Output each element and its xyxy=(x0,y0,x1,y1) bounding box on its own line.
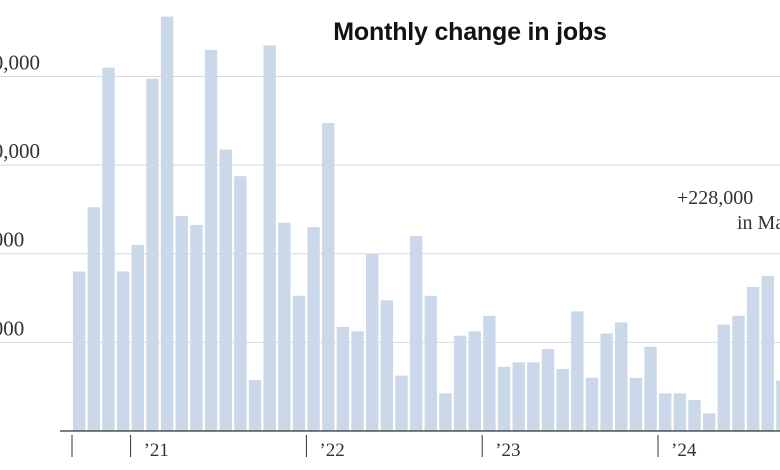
bar-2021-03 xyxy=(160,16,174,431)
bar-2021-07 xyxy=(219,149,232,432)
bar-2021-06 xyxy=(204,49,218,431)
bar-2021-09 xyxy=(248,380,262,431)
bar-2022-09 xyxy=(424,295,437,431)
x-tick-label: ’23 xyxy=(495,440,520,461)
bar-2024-01 xyxy=(659,393,672,431)
bar-2023-06 xyxy=(556,368,569,431)
annotation-line2: in March xyxy=(737,212,780,234)
annotation-line1: +228,000 xyxy=(677,187,753,209)
bar-2022-04 xyxy=(351,331,364,431)
bar-2023-04 xyxy=(527,362,540,431)
bar-2023-03 xyxy=(512,362,525,431)
bar-2024-08 xyxy=(761,275,774,431)
bar-2023-01 xyxy=(483,315,496,431)
bar-2021-05 xyxy=(190,224,203,431)
bar-2021-04 xyxy=(175,216,188,431)
gridlines xyxy=(0,75,780,343)
chart-title: Monthly change in jobs xyxy=(333,18,607,46)
annotation: +228,000 in March xyxy=(677,187,780,234)
bar-2024-09 xyxy=(776,380,780,431)
bar-2021-12 xyxy=(292,295,306,431)
bar-2023-10 xyxy=(615,322,628,431)
bar-2022-08 xyxy=(409,236,423,431)
bar-2023-05 xyxy=(541,349,555,431)
bar-2020-10 xyxy=(87,207,101,431)
bar-2021-10 xyxy=(263,45,276,431)
bar-2023-12 xyxy=(644,346,657,431)
bar-2021-08 xyxy=(234,176,247,431)
bar-2020-12 xyxy=(116,271,130,431)
bar-2021-02 xyxy=(146,78,159,431)
x-axis-ticks: ’21 ’22 ’23 ’24 xyxy=(71,435,697,461)
bar-2023-02 xyxy=(497,366,511,431)
bars xyxy=(73,16,780,432)
bar-2021-01 xyxy=(131,244,144,431)
bar-2024-06 xyxy=(732,315,745,431)
bar-2023-07 xyxy=(571,311,584,431)
bar-2023-11 xyxy=(629,377,643,431)
bar-2024-03 xyxy=(688,399,701,431)
bar-2020-09 xyxy=(73,271,86,431)
x-tick-label: ’24 xyxy=(671,440,697,461)
bar-2024-02 xyxy=(673,393,687,431)
y-tick-label: 400,000 xyxy=(0,316,24,340)
bar-2024-04 xyxy=(702,413,716,431)
y-axis-labels: 400,000 800,000 1,200,000 1,600,000 xyxy=(0,50,40,340)
x-tick-label: ’22 xyxy=(319,440,344,461)
bar-2023-08 xyxy=(585,377,599,431)
bar-2022-05 xyxy=(366,253,379,431)
x-tick-label: ’21 xyxy=(144,440,169,461)
bar-2024-07 xyxy=(746,286,760,431)
bar-2022-02 xyxy=(322,123,335,432)
bar-2022-07 xyxy=(395,375,408,431)
bar-2023-09 xyxy=(600,333,613,431)
bar-2022-12 xyxy=(468,331,481,431)
bar-2022-10 xyxy=(439,393,452,431)
bar-2020-11 xyxy=(102,67,115,431)
bar-2021-11 xyxy=(278,222,291,431)
bar-2022-06 xyxy=(380,300,394,431)
bar-2022-03 xyxy=(336,326,350,431)
bar-2024-05 xyxy=(717,324,730,431)
bar-2022-11 xyxy=(453,335,467,431)
bar-2022-01 xyxy=(307,227,320,431)
y-tick-label: 800,000 xyxy=(0,228,24,252)
y-tick-label: 1,600,000 xyxy=(0,50,40,74)
y-tick-label: 1,200,000 xyxy=(0,139,40,163)
